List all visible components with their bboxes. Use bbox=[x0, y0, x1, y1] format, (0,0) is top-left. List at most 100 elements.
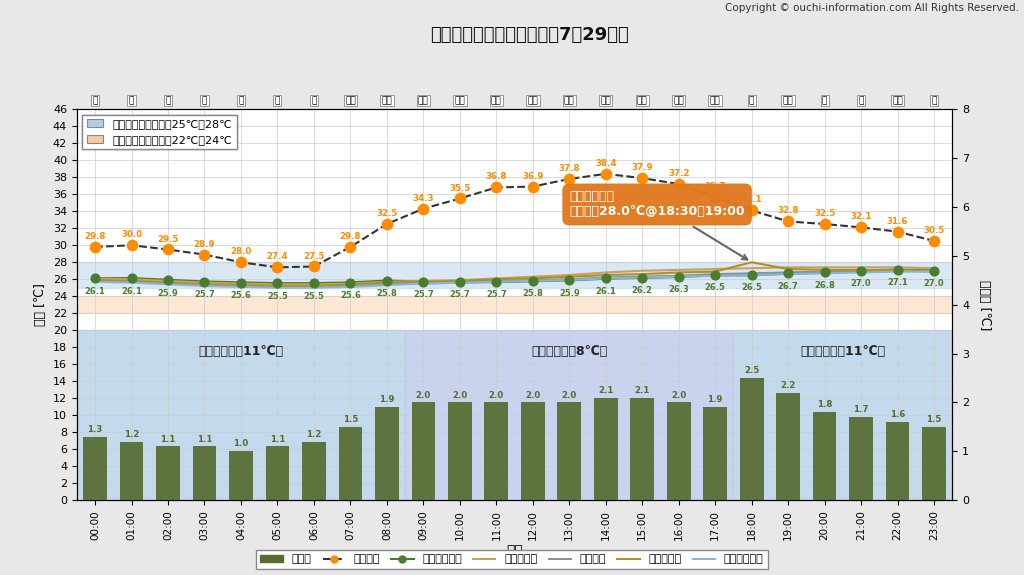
Text: 30.0: 30.0 bbox=[121, 231, 142, 239]
Text: 曇: 曇 bbox=[858, 96, 864, 105]
Text: 32.5: 32.5 bbox=[814, 209, 836, 218]
Point bbox=[890, 265, 906, 274]
Text: 25.7: 25.7 bbox=[450, 290, 470, 300]
Bar bbox=[156, 446, 180, 500]
Bar bbox=[733, 330, 952, 500]
Text: 曇: 曇 bbox=[932, 96, 937, 105]
Text: 25.5: 25.5 bbox=[267, 292, 288, 301]
Bar bbox=[703, 407, 727, 500]
Point bbox=[780, 217, 797, 226]
Point bbox=[634, 273, 650, 282]
Text: 2.0: 2.0 bbox=[488, 390, 504, 400]
Text: 1.5: 1.5 bbox=[927, 415, 942, 424]
Point bbox=[561, 174, 578, 183]
Text: ＜最高温度＞
脱衣室：28.0℃@18:30～19:00: ＜最高温度＞ 脱衣室：28.0℃@18:30～19:00 bbox=[569, 190, 748, 259]
Text: 35.7: 35.7 bbox=[705, 182, 726, 191]
Text: 晴れ: 晴れ bbox=[345, 96, 355, 105]
Text: 25.9: 25.9 bbox=[158, 289, 178, 298]
Text: 28.9: 28.9 bbox=[194, 240, 215, 248]
Text: 25.6: 25.6 bbox=[230, 291, 252, 300]
Text: 26.5: 26.5 bbox=[705, 283, 726, 293]
Bar bbox=[375, 407, 398, 500]
Text: 曇: 曇 bbox=[311, 96, 316, 105]
Text: 35.5: 35.5 bbox=[450, 183, 470, 193]
Text: 25.7: 25.7 bbox=[486, 290, 507, 300]
Text: 2.0: 2.0 bbox=[671, 390, 686, 400]
Text: 曇: 曇 bbox=[749, 96, 755, 105]
Text: 1.8: 1.8 bbox=[817, 400, 833, 409]
Text: 2.2: 2.2 bbox=[780, 381, 796, 390]
Point bbox=[671, 272, 687, 281]
Point bbox=[87, 274, 103, 283]
Text: 晴れ: 晴れ bbox=[564, 96, 574, 105]
Text: 1.2: 1.2 bbox=[306, 430, 322, 439]
Bar bbox=[339, 427, 362, 500]
Point bbox=[707, 192, 723, 201]
Text: 1.9: 1.9 bbox=[379, 396, 394, 404]
Bar bbox=[77, 262, 952, 288]
Point bbox=[379, 277, 395, 286]
Text: 25.8: 25.8 bbox=[377, 289, 397, 298]
Text: 2.0: 2.0 bbox=[561, 390, 577, 400]
Point bbox=[524, 277, 541, 286]
Text: 38.4: 38.4 bbox=[595, 159, 616, 168]
Point bbox=[524, 182, 541, 191]
Y-axis label: 温度 [℃]: 温度 [℃] bbox=[34, 283, 47, 326]
Point bbox=[342, 242, 358, 251]
Text: 1.5: 1.5 bbox=[343, 415, 358, 424]
Text: 1.2: 1.2 bbox=[124, 430, 139, 439]
Text: 26.3: 26.3 bbox=[669, 285, 689, 294]
Text: 1.7: 1.7 bbox=[853, 405, 869, 414]
Text: 29.5: 29.5 bbox=[158, 235, 178, 244]
Text: 晴れ: 晴れ bbox=[674, 96, 684, 105]
Text: Copyright © ouchi-information.com All Rights Reserved.: Copyright © ouchi-information.com All Ri… bbox=[725, 3, 1019, 13]
Bar bbox=[447, 402, 472, 500]
Text: 27.0: 27.0 bbox=[924, 279, 944, 288]
Point bbox=[160, 245, 176, 254]
Point bbox=[926, 236, 942, 246]
Text: 2.0: 2.0 bbox=[453, 390, 468, 400]
Point bbox=[269, 263, 286, 272]
Text: 晴れ: 晴れ bbox=[892, 96, 903, 105]
Text: 2.0: 2.0 bbox=[525, 390, 541, 400]
Text: 曇: 曇 bbox=[165, 96, 171, 105]
Point bbox=[269, 279, 286, 288]
Bar bbox=[229, 451, 253, 500]
Bar bbox=[193, 446, 216, 500]
Text: 25.5: 25.5 bbox=[303, 292, 325, 301]
Text: 27.0: 27.0 bbox=[851, 279, 871, 288]
Text: 晴れ: 晴れ bbox=[637, 96, 647, 105]
Point bbox=[853, 266, 869, 275]
Point bbox=[197, 250, 213, 259]
Text: 32.5: 32.5 bbox=[376, 209, 397, 218]
Text: 29.8: 29.8 bbox=[340, 232, 361, 241]
Text: 26.1: 26.1 bbox=[121, 287, 142, 296]
Text: 27.4: 27.4 bbox=[266, 252, 288, 262]
Point bbox=[197, 277, 213, 286]
Text: 27.5: 27.5 bbox=[303, 251, 325, 260]
Text: 2.1: 2.1 bbox=[635, 386, 650, 394]
Text: 冷房（水温：11℃）: 冷房（水温：11℃） bbox=[801, 345, 886, 358]
Bar bbox=[83, 437, 106, 500]
Text: 27.1: 27.1 bbox=[887, 278, 908, 288]
Bar bbox=[412, 402, 435, 500]
Point bbox=[232, 278, 249, 288]
Text: 1.6: 1.6 bbox=[890, 410, 905, 419]
Text: 26.7: 26.7 bbox=[778, 282, 799, 291]
Text: 2.5: 2.5 bbox=[744, 366, 760, 375]
Text: 26.8: 26.8 bbox=[814, 281, 835, 290]
Point bbox=[743, 206, 760, 215]
Point bbox=[780, 269, 797, 278]
Text: 冷房（水温：8℃）: 冷房（水温：8℃） bbox=[531, 345, 607, 358]
Y-axis label: 温度差 [℃]: 温度差 [℃] bbox=[978, 279, 991, 330]
Point bbox=[123, 274, 139, 283]
Point bbox=[87, 242, 103, 251]
Point bbox=[853, 223, 869, 232]
Text: 晴れ: 晴れ bbox=[527, 96, 539, 105]
Bar bbox=[667, 402, 690, 500]
Text: 25.6: 25.6 bbox=[340, 291, 360, 300]
Text: 晴れ: 晴れ bbox=[710, 96, 721, 105]
Text: 1.1: 1.1 bbox=[161, 435, 176, 443]
Bar bbox=[484, 402, 508, 500]
Text: 1.9: 1.9 bbox=[708, 396, 723, 404]
